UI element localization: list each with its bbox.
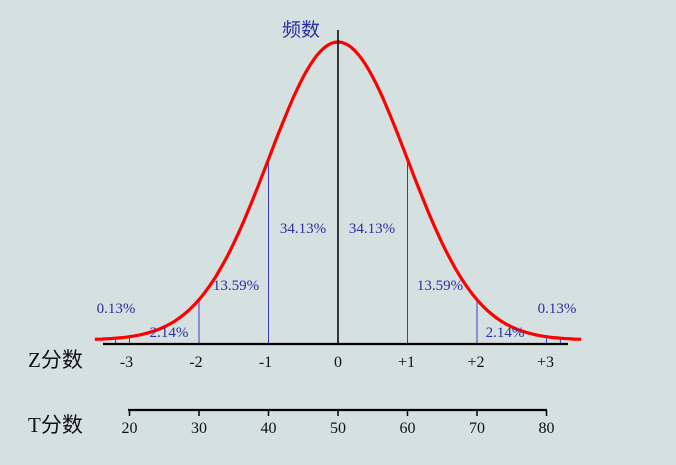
percent-label: 2.14% — [486, 325, 525, 341]
z-tick-label: 0 — [334, 354, 342, 371]
t-tick-labels: 20 30 40 50 60 70 80 — [122, 410, 555, 437]
z-tick-label: -2 — [189, 354, 202, 371]
z-axis-name: Z分数 — [28, 348, 83, 372]
z-tick-label: -3 — [120, 354, 133, 371]
t-tick-label: 20 — [122, 420, 138, 437]
divider-lines — [115, 159, 561, 344]
t-tick-label: 70 — [469, 420, 485, 437]
t-tick-label: 40 — [261, 420, 277, 437]
percent-label: 13.59% — [213, 278, 259, 294]
t-tick-label: 50 — [330, 420, 346, 437]
t-axis-name: T分数 — [28, 413, 83, 437]
z-tick-label: -1 — [259, 354, 272, 371]
percent-labels: 0.13% 2.14% 13.59% 34.13% 34.13% 13.59% 2.14% 0… — [97, 221, 577, 341]
z-tick-label: +3 — [537, 354, 554, 371]
percent-label: 34.13% — [280, 221, 326, 237]
percent-label: 0.13% — [97, 301, 136, 317]
z-tick-labels: -3 -2 -1 0 +1 +2 +3 — [120, 354, 554, 371]
z-tick-label: +1 — [398, 354, 415, 371]
t-tick-label: 30 — [191, 420, 207, 437]
percent-label: 2.14% — [150, 325, 189, 341]
percent-label: 13.59% — [417, 278, 463, 294]
z-tick-label: +2 — [467, 354, 484, 371]
frequency-label: 频数 — [282, 19, 320, 41]
t-tick-label: 60 — [400, 420, 416, 437]
percent-label: 0.13% — [538, 301, 577, 317]
t-tick-label: 80 — [539, 420, 555, 437]
percent-label: 34.13% — [349, 221, 395, 237]
